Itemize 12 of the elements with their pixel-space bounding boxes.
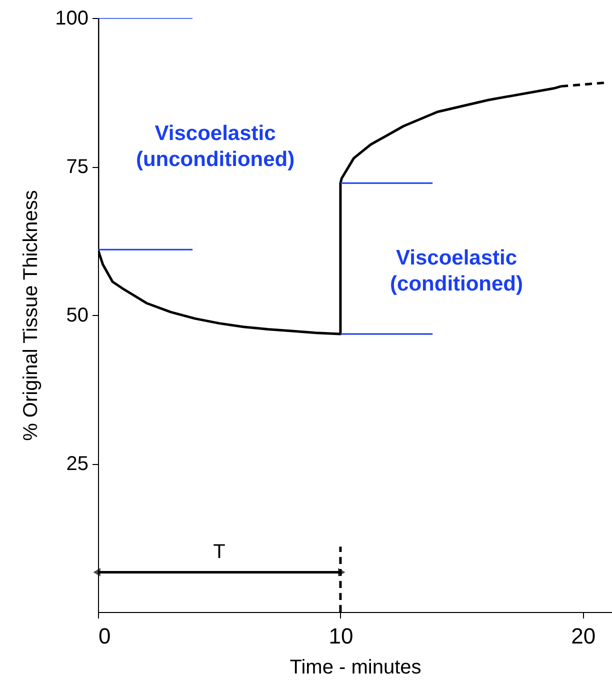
x-axis-title: Time - minutes <box>290 656 422 678</box>
y-tick-label: 25 <box>66 453 88 475</box>
x-tick-label: 0 <box>98 624 111 648</box>
x-tick-label: 10 <box>328 624 354 648</box>
y-tick-label: 50 <box>66 304 88 326</box>
y-tick-label: 75 <box>66 156 88 178</box>
annotation: Viscoelastic (conditioned) <box>390 246 524 296</box>
y-tick-label: 100 <box>55 8 88 30</box>
annotation: Viscoelastic (unconditioned) <box>136 122 295 171</box>
y-axis-title: % Original Tissue Thickness <box>20 190 42 441</box>
annotation: T <box>213 541 226 564</box>
x-tick-label: 20 <box>571 624 596 648</box>
